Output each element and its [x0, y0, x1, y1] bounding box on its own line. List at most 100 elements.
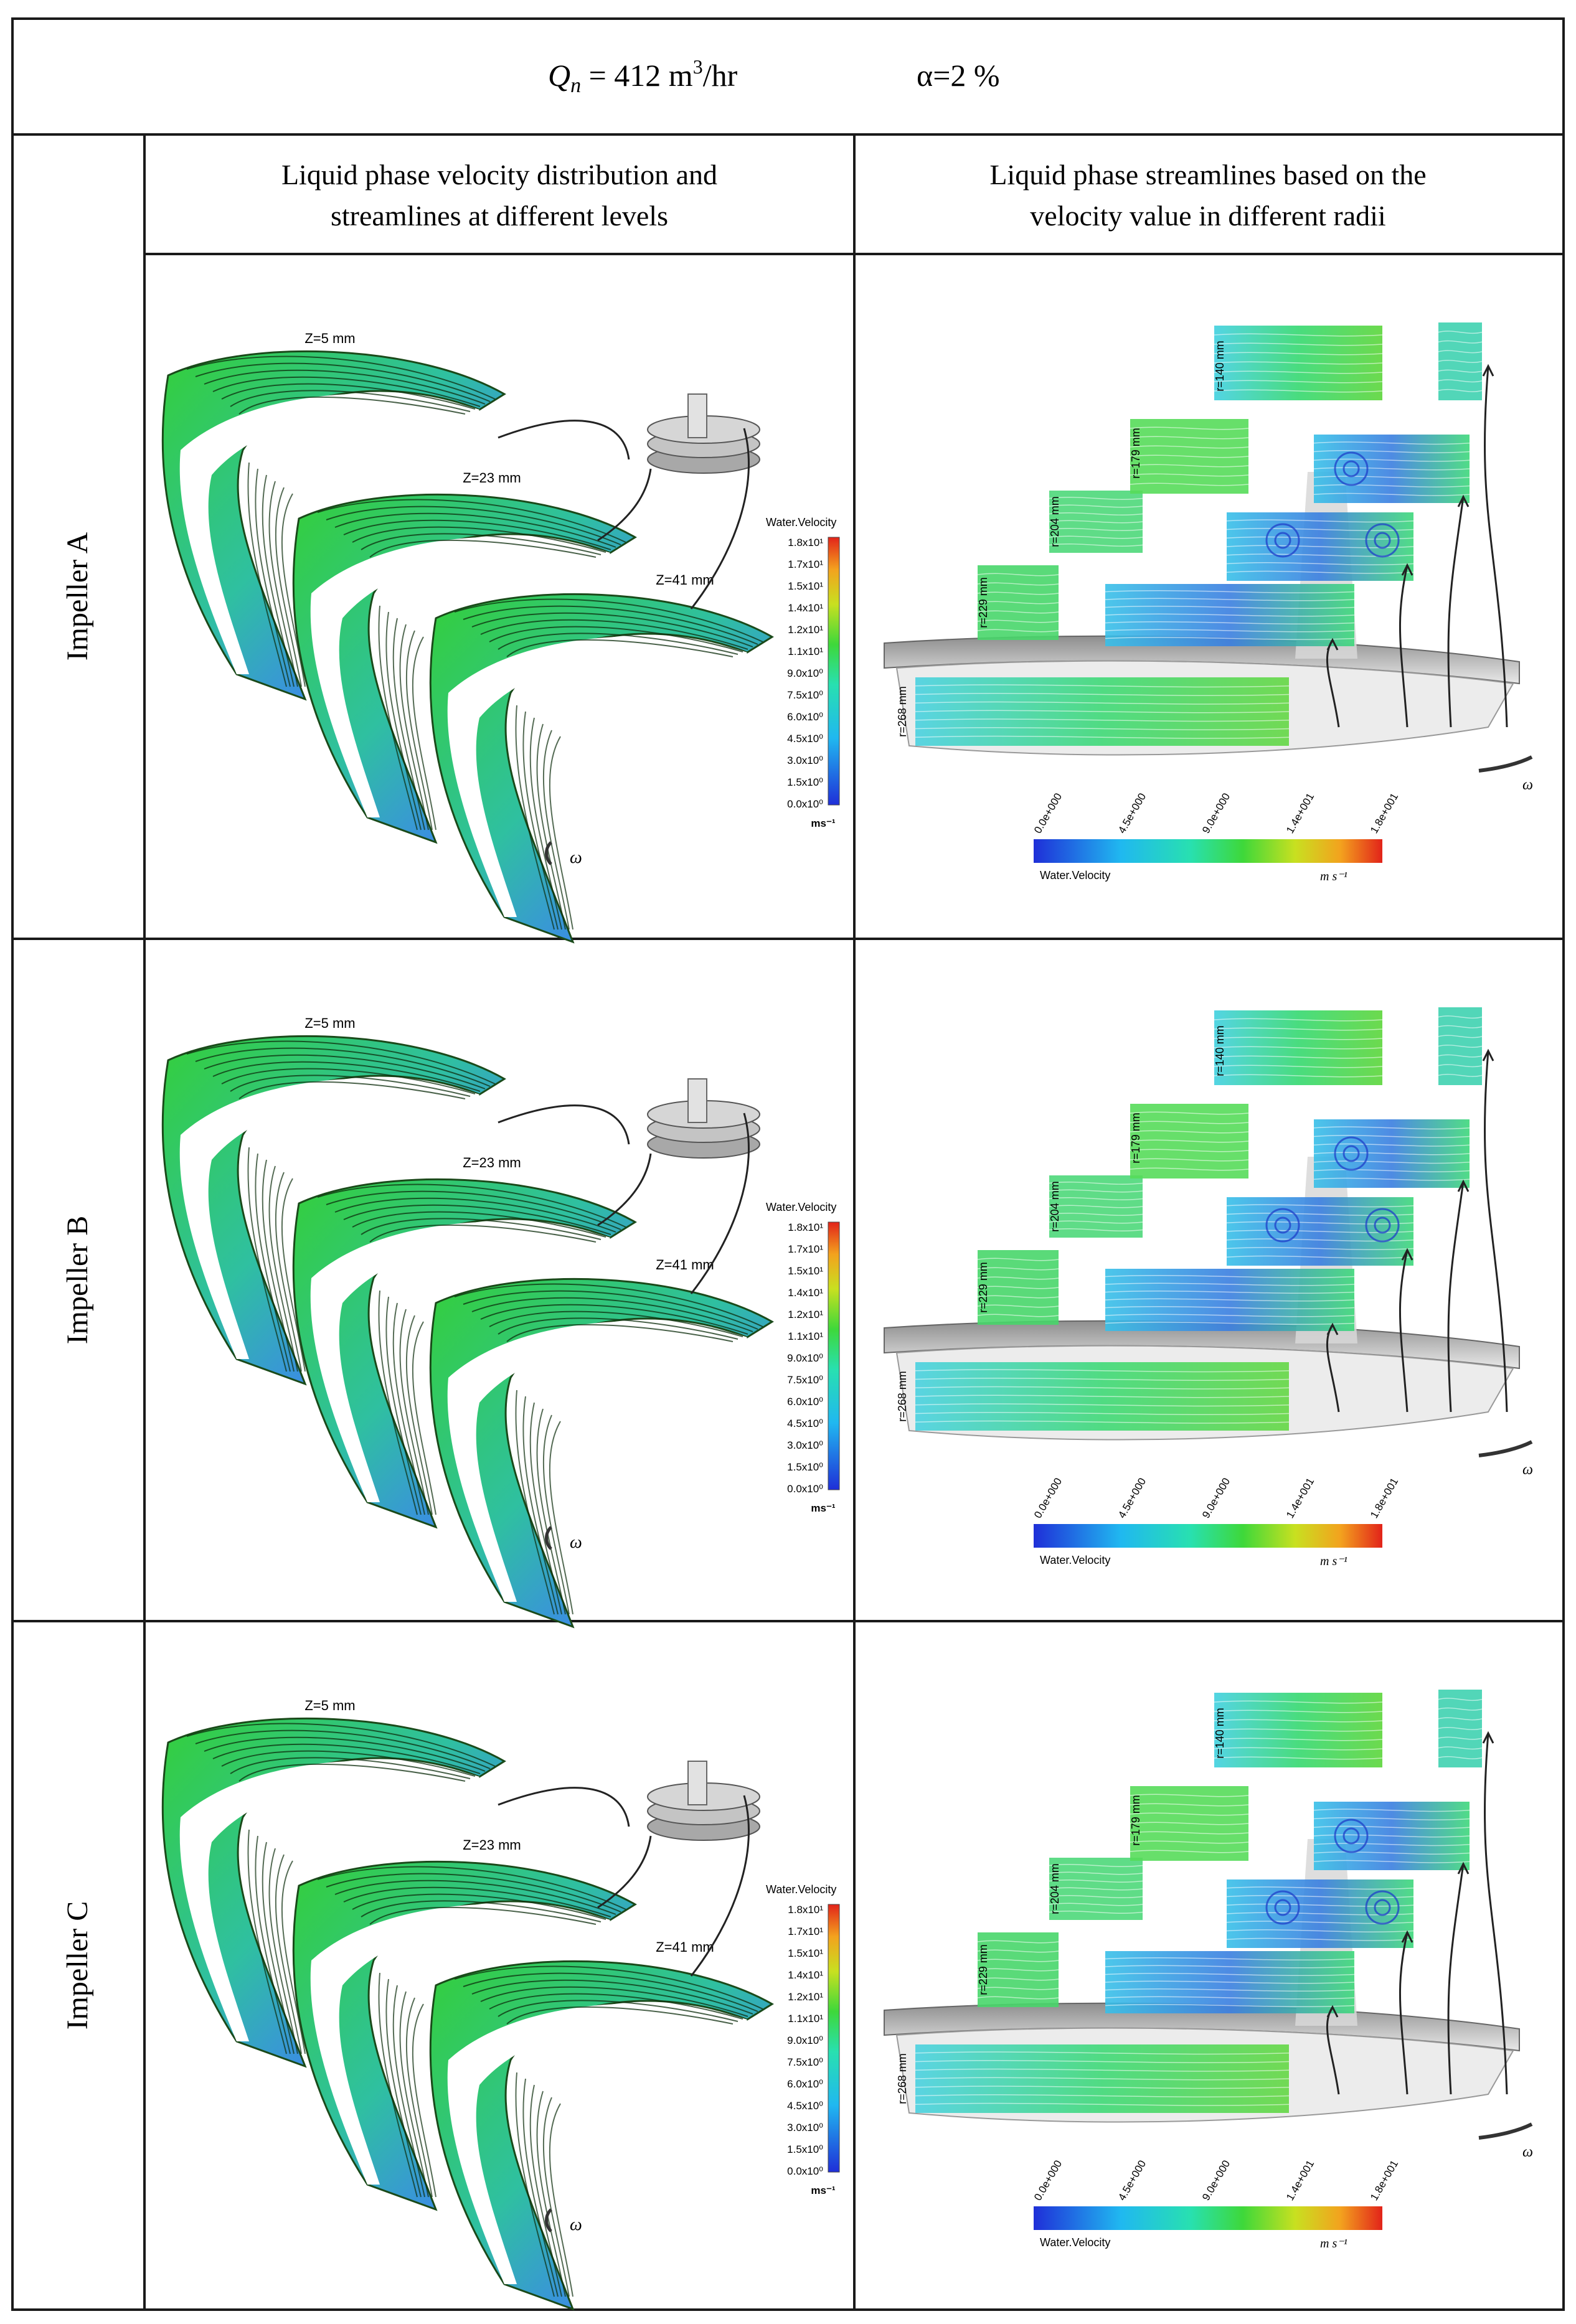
streamline — [1226, 1886, 1414, 1890]
streamline — [281, 1178, 306, 1372]
streamline — [230, 390, 471, 412]
vortex — [1334, 1136, 1369, 1171]
streamline — [1438, 360, 1483, 363]
streamline — [1105, 1282, 1355, 1286]
left-legend-unit: ms⁻¹ — [811, 817, 836, 829]
streamline — [506, 639, 734, 657]
streamline — [1214, 1738, 1383, 1741]
rotation-arrow — [545, 2208, 552, 2232]
radius-label: r=268 mm — [896, 2053, 908, 2104]
streamline — [471, 612, 753, 647]
omega-symbol: ω — [570, 848, 582, 867]
streamline — [915, 710, 1290, 713]
right-legend: 0.0e+000 4.5e+000 9.0e+000 1.4e+001 1.8e+001… — [1032, 1476, 1400, 1568]
left-legend-colorbar — [828, 1221, 840, 1490]
streamline — [378, 1972, 418, 2198]
streamline — [1105, 1314, 1355, 1317]
flow-arrow-head — [1482, 1048, 1494, 1061]
left-legend: Water.Velocity 1.8x10¹ 1.7x10¹ 1.5x10¹ 1.4x1… — [766, 1883, 840, 2196]
streamline — [221, 1068, 476, 1094]
streamline — [255, 468, 291, 687]
streamline — [186, 1040, 496, 1084]
streamline — [1214, 1018, 1383, 1022]
streamline — [317, 1866, 626, 1910]
streamline — [238, 396, 466, 415]
streamline — [1313, 1177, 1470, 1181]
streamline — [1049, 504, 1143, 508]
streamline — [1438, 1054, 1483, 1058]
streamline — [454, 598, 763, 642]
right-legend-unit: m s⁻¹ — [1320, 1555, 1347, 1568]
impeller-3d-icon-blade — [687, 393, 707, 438]
flow-arrow-head — [1457, 1179, 1470, 1192]
streamline — [1313, 1143, 1470, 1147]
streamline — [1438, 388, 1483, 392]
streamline — [1313, 458, 1470, 462]
streamline — [1214, 1046, 1383, 1050]
right-legend-tick: 9.0e+000 — [1200, 2158, 1232, 2203]
flow-arrow — [1483, 1733, 1508, 2095]
blade-passage-1: Z=5 mm — [161, 331, 506, 701]
left-legend-tick: 1.5x10¹ — [788, 1265, 823, 1277]
left-legend-tick: 1.5x10⁰ — [787, 1461, 823, 1473]
left-legend-tick: 6.0x10⁰ — [787, 2078, 823, 2090]
streamline — [977, 591, 1059, 595]
streamline — [915, 2068, 1290, 2072]
streamline — [1049, 528, 1143, 531]
right-legend-unit: m s⁻¹ — [1320, 2237, 1347, 2251]
left-legend-tick: 1.7x10¹ — [788, 558, 823, 570]
vortex — [1342, 460, 1360, 478]
streamline — [1313, 1169, 1470, 1172]
streamline — [238, 1081, 466, 1099]
streamline — [1313, 450, 1470, 453]
streamline — [1049, 535, 1143, 539]
streamline — [542, 1414, 570, 1615]
left-legend-tick: 9.0x10⁰ — [787, 667, 823, 679]
streamline — [1438, 1746, 1483, 1750]
radius-label: r=204 mm — [1049, 496, 1061, 547]
streamline — [1214, 1710, 1383, 1713]
streamline — [542, 2097, 570, 2297]
streamline — [915, 1412, 1290, 1415]
streamline — [977, 1959, 1059, 1962]
blade-passage-1: Z=5 mm — [161, 1698, 506, 2068]
left-legend-tick: 1.8x10¹ — [788, 1221, 823, 1233]
blade-passage-2: Z=23 mm — [292, 470, 637, 844]
streamline — [1226, 1895, 1414, 1898]
row-label-impeller-a: Impeller A — [61, 532, 94, 661]
right-legend-tick: 1.8e+001 — [1368, 791, 1400, 835]
streamline — [1214, 342, 1383, 346]
streamline — [1105, 1322, 1355, 1325]
omega-symbol: ω — [570, 2215, 582, 2234]
streamline — [1049, 1903, 1143, 1906]
right-legend: 0.0e+000 4.5e+000 9.0e+000 1.4e+001 1.8e+001… — [1032, 2158, 1400, 2251]
streamline — [1105, 1298, 1355, 1302]
streamline — [352, 526, 606, 553]
streamline — [1313, 467, 1470, 471]
blade-passage-3: Z=41 mm — [429, 572, 774, 944]
left-legend-tick: 1.5x10⁰ — [787, 2143, 823, 2155]
streamline — [1226, 1230, 1414, 1233]
omega-symbol: ω — [570, 1533, 582, 1552]
streamline — [1130, 473, 1249, 477]
streamline — [977, 1304, 1059, 1308]
streamline — [1049, 1228, 1143, 1231]
right-legend-colorbar — [1034, 2206, 1382, 2230]
streamline — [1049, 1887, 1143, 1891]
radius-label: r=204 mm — [1049, 1181, 1061, 1232]
streamline — [230, 1757, 471, 1779]
connector-arrow — [690, 1795, 750, 1977]
vortex — [1342, 1827, 1360, 1845]
streamline — [392, 1302, 425, 1515]
level-label: Z=5 mm — [304, 1698, 355, 1713]
streamline — [1105, 613, 1355, 617]
streamline — [405, 1997, 433, 2198]
streamline — [536, 723, 566, 930]
streamline — [1130, 482, 1249, 486]
vortex — [1374, 1216, 1391, 1234]
right-legend-tick: 1.4e+001 — [1284, 2158, 1316, 2203]
omega-symbol: ω — [1522, 2144, 1533, 2160]
streamline — [247, 1829, 287, 2054]
left-legend-tick: 3.0x10⁰ — [787, 1439, 823, 1451]
streamline — [1130, 426, 1249, 430]
